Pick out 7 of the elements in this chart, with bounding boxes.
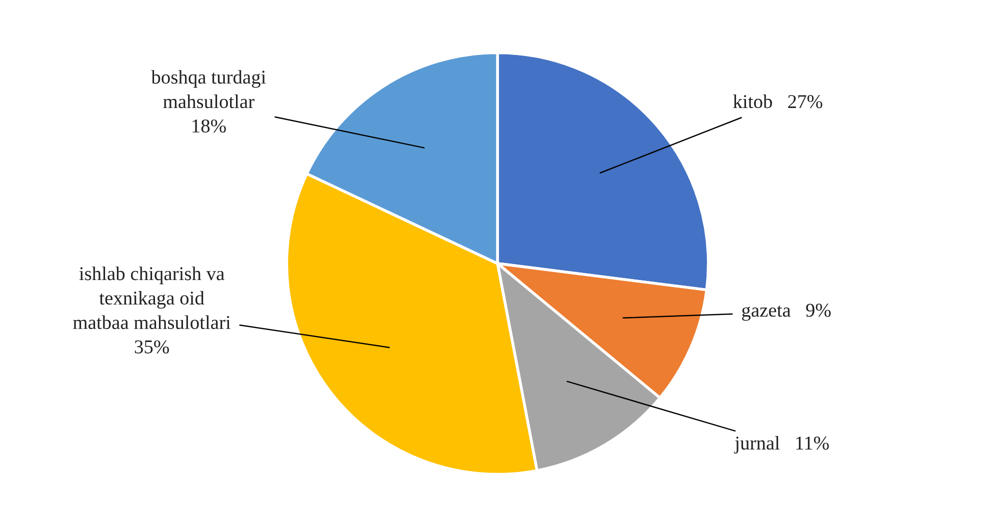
slice-label: gazeta 9% — [742, 304, 831, 321]
slice-label: jurnal 11% — [734, 436, 829, 454]
slice-label: ishlab chiqarish va texnikaga oid matbaa mahsulotlari — [73, 266, 231, 330]
data-label: 35% — [134, 340, 169, 354]
slice-label: kitob 27% — [733, 94, 822, 108]
data-label: 18% — [192, 119, 226, 133]
slice-label: boshqa turdagi mahsulotlar — [151, 70, 266, 108]
